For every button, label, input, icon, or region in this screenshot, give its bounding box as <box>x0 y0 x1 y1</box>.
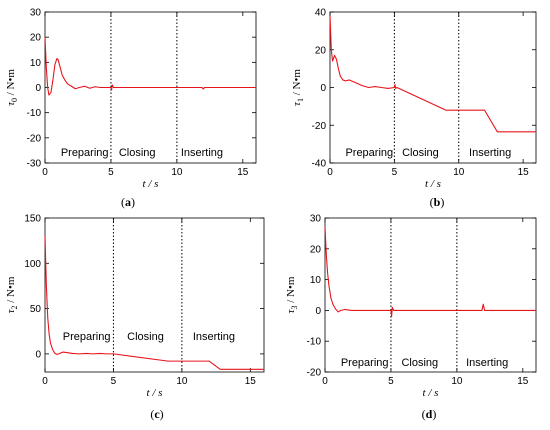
y-axis-symbol: τ <box>285 308 297 313</box>
y-tick-label: 30 <box>30 8 42 19</box>
caption-paren: ) <box>440 195 444 209</box>
x-tick-label: 10 <box>451 376 463 387</box>
phase-label: Preparing <box>63 331 111 343</box>
caption-paren: ( <box>422 407 426 421</box>
x-axis-label: t / s <box>147 387 163 399</box>
data-line <box>329 15 536 133</box>
y-axis-unit: / N•m <box>5 276 17 305</box>
data-line <box>44 236 264 370</box>
y-axis-label: τ0 / N•m <box>5 69 19 106</box>
caption-letter: a <box>125 195 131 209</box>
y-tick-label: 50 <box>30 304 42 315</box>
y-axis-subscript: 1 <box>296 98 305 102</box>
x-axis-label: t / s <box>143 178 159 190</box>
panel-caption: (d) <box>422 407 437 421</box>
caption-letter: d <box>426 407 433 421</box>
y-axis-unit: / N•m <box>5 69 17 98</box>
x-axis-label: t / s <box>425 178 441 190</box>
y-tick-label: 0 <box>315 306 321 317</box>
y-axis-unit: / N•m <box>285 276 297 305</box>
y-tick-label: 10 <box>30 58 42 69</box>
y-tick-label: 10 <box>310 275 322 286</box>
panel-caption: (c) <box>150 407 163 421</box>
x-tick-label: 15 <box>517 376 529 387</box>
plot-frame <box>44 217 265 373</box>
y-tick-label: 0 <box>35 349 41 360</box>
caption-paren: ) <box>160 407 164 421</box>
x-tick-label: 15 <box>518 167 530 178</box>
caption-letter: b <box>434 195 441 209</box>
y-axis-unit: / N•m <box>291 69 303 98</box>
phase-label: Preparing <box>341 357 389 369</box>
y-tick-label: -20 <box>307 368 322 379</box>
caption-paren: ) <box>432 407 436 421</box>
data-line <box>324 227 536 318</box>
caption-paren: ( <box>430 195 434 209</box>
x-tick-label: 5 <box>388 376 394 387</box>
y-tick-label: 20 <box>30 33 42 44</box>
phase-label: Inserting <box>181 147 223 159</box>
phase-label: Closing <box>127 331 164 343</box>
y-tick-label: 0 <box>35 83 41 94</box>
caption-paren: ( <box>121 195 125 209</box>
y-axis-symbol: τ <box>291 101 303 106</box>
phase-label: Closing <box>401 357 438 369</box>
y-tick-label: -20 <box>312 121 327 132</box>
phase-label: Closing <box>402 147 439 159</box>
phase-label: Inserting <box>469 147 511 159</box>
y-tick-label: 20 <box>315 45 327 56</box>
y-axis-label: τ3 / N•m <box>285 276 299 313</box>
phase-label: Preparing <box>61 147 109 159</box>
y-axis-subscript: 2 <box>10 305 19 309</box>
y-tick-label: 40 <box>315 8 327 19</box>
x-tick-label: 5 <box>111 376 117 387</box>
plot-frame <box>324 217 537 373</box>
chart-panel-2: 0 5 10 15 -40 -20 0 20 40 Preparing Closing Inserti… <box>291 8 537 209</box>
x-tick-label: 10 <box>176 376 188 387</box>
y-tick-label: -40 <box>312 159 327 170</box>
y-tick-label: -10 <box>27 108 42 119</box>
x-tick-label: 0 <box>42 376 48 387</box>
y-axis-symbol: τ <box>5 101 17 106</box>
phase-label: Preparing <box>345 147 393 159</box>
y-axis-label: τ1 / N•m <box>291 69 305 106</box>
x-tick-label: 0 <box>327 167 333 178</box>
y-tick-label: 0 <box>320 83 326 94</box>
phase-label: Inserting <box>193 331 235 343</box>
y-tick-label: 30 <box>310 214 322 225</box>
caption-paren: ) <box>131 195 135 209</box>
caption-paren: ( <box>150 407 154 421</box>
x-tick-label: 5 <box>108 167 114 178</box>
x-tick-label: 0 <box>322 376 328 387</box>
phase-label: Closing <box>119 147 156 159</box>
phase-label: Inserting <box>466 357 508 369</box>
data-line <box>44 37 256 96</box>
x-tick-label: 15 <box>245 376 257 387</box>
caption-letter: c <box>154 407 160 421</box>
x-tick-label: 5 <box>392 167 398 178</box>
panel-caption: (a) <box>121 195 135 209</box>
x-tick-label: 10 <box>171 167 183 178</box>
chart-panel-4: 0 5 10 15 -20 -10 0 10 20 30 Preparing Closing Inser… <box>285 214 537 421</box>
x-tick-label: 0 <box>42 167 48 178</box>
y-axis-subscript: 3 <box>290 305 299 309</box>
y-tick-label: 150 <box>24 214 41 225</box>
plot-frame <box>329 11 537 164</box>
x-tick-label: 10 <box>453 167 465 178</box>
chart-panel-1: 0 5 10 15 -30 -20 -10 0 10 20 30 Preparing Closing In… <box>5 8 257 209</box>
y-axis-symbol: τ <box>5 308 17 313</box>
y-tick-label: -10 <box>307 337 322 348</box>
y-tick-label: 100 <box>24 259 41 270</box>
y-tick-label: 20 <box>310 244 322 255</box>
y-tick-label: -30 <box>27 159 42 170</box>
y-axis-subscript: 0 <box>10 98 19 102</box>
y-axis-label: τ2 / N•m <box>5 276 19 313</box>
y-tick-label: -20 <box>27 133 42 144</box>
panel-caption: (b) <box>430 195 445 209</box>
x-axis-label: t / s <box>423 387 439 399</box>
x-tick-label: 15 <box>237 167 249 178</box>
